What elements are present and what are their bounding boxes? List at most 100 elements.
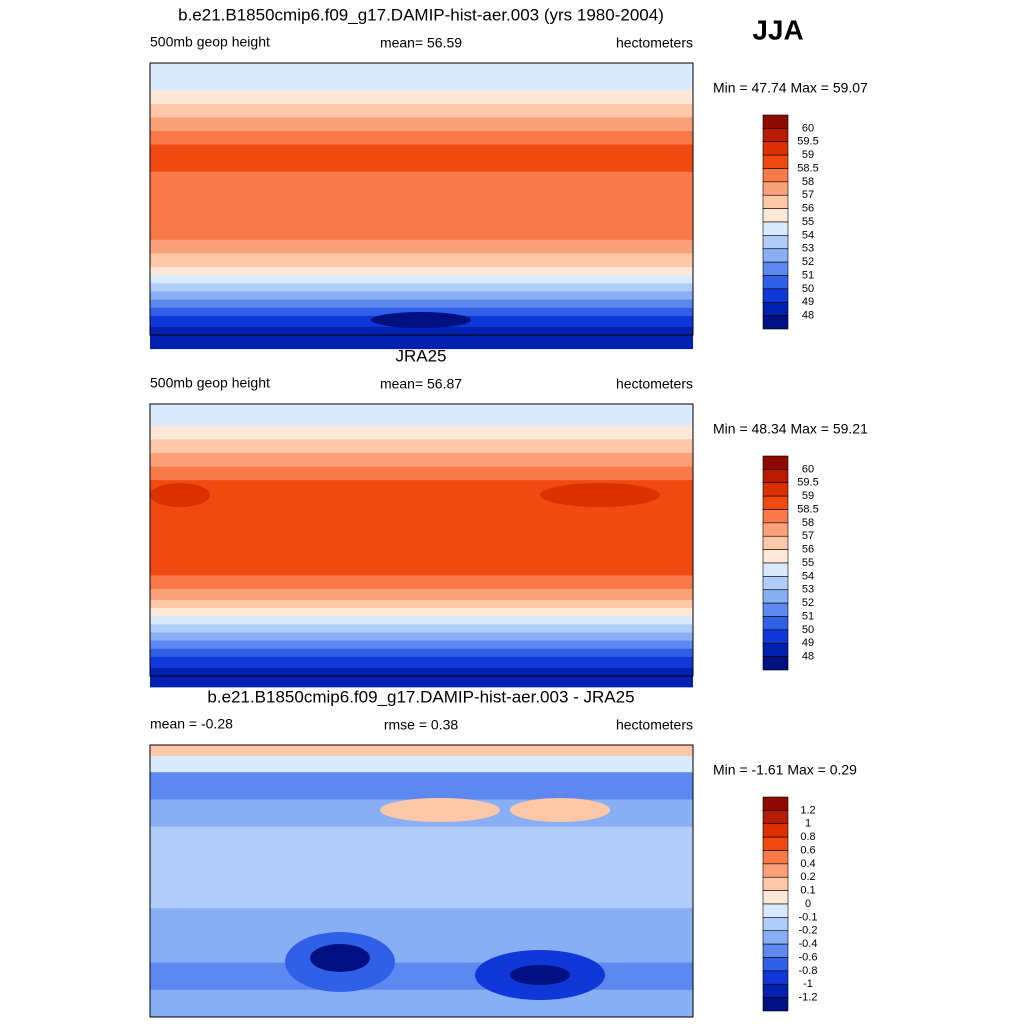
contour-band xyxy=(150,299,693,309)
contour-band xyxy=(150,117,693,132)
contour-band xyxy=(150,935,693,964)
colorbar-box xyxy=(762,983,789,998)
colorbar-box xyxy=(762,154,789,169)
center-label: rmse = 0.38 xyxy=(384,717,459,733)
contour-blob xyxy=(310,944,370,972)
min-max-label: Min = 47.74 Max = 59.07 xyxy=(713,80,868,96)
min-max-label: Min = -1.61 Max = 0.29 xyxy=(713,762,857,778)
contour-band xyxy=(150,171,693,214)
contour-band xyxy=(150,575,693,590)
colorbar-label: 59.5 xyxy=(797,136,818,148)
colorbar-label: 58.5 xyxy=(797,162,818,174)
contour-band xyxy=(150,616,693,625)
contour-band xyxy=(150,63,693,91)
contour-band xyxy=(150,624,693,633)
colorbar-box xyxy=(762,863,789,878)
colorbar-label: -1 xyxy=(803,978,813,990)
contour-band xyxy=(150,212,693,241)
min-max-label: Min = 48.34 Max = 59.21 xyxy=(713,421,868,437)
center-label: mean= 56.87 xyxy=(380,376,462,392)
colorbar-box xyxy=(762,482,789,497)
colorbar-box xyxy=(762,549,789,564)
map-frame xyxy=(149,403,694,677)
contour-blob xyxy=(510,965,570,985)
colorbar-label: 57 xyxy=(802,189,814,201)
map xyxy=(150,404,693,688)
colorbar-box xyxy=(762,288,789,303)
contour-band xyxy=(150,283,693,292)
colorbar-box xyxy=(762,509,789,524)
colorbar-label: 60 xyxy=(802,463,814,475)
colorbar-box xyxy=(762,495,789,510)
colorbar-box xyxy=(762,890,789,905)
colorbar-label: 55 xyxy=(802,557,814,569)
colorbar-label: -0.8 xyxy=(799,965,818,977)
colorbar-label: 1 xyxy=(805,818,811,830)
colorbar-box xyxy=(762,128,789,143)
colorbar-box xyxy=(762,656,789,671)
colorbar-label: 52 xyxy=(802,597,814,609)
colorbar-box xyxy=(762,248,789,263)
contour-band xyxy=(150,745,693,757)
colorbar-label: 54 xyxy=(802,229,814,241)
colorbar-label: 49 xyxy=(802,637,814,649)
contour-blob xyxy=(540,483,660,507)
colorbar-box xyxy=(762,181,789,196)
colorbar-label: 53 xyxy=(802,584,814,596)
contour-band xyxy=(150,144,693,173)
contour-band xyxy=(150,291,693,301)
left-label: mean = -0.28 xyxy=(150,716,233,732)
right-label: hectometers xyxy=(616,35,693,51)
colorbar-box xyxy=(762,970,789,985)
colorbar-box xyxy=(762,903,789,918)
colorbar-box xyxy=(762,141,789,156)
contour-band xyxy=(150,640,693,650)
colorbar-box xyxy=(762,823,789,838)
colorbar-label: 0.1 xyxy=(800,885,815,897)
colorbar-label: 48 xyxy=(802,310,814,322)
colorbar-label: 51 xyxy=(802,610,814,622)
colorbar-label: -0.6 xyxy=(799,951,818,963)
colorbar-label: -0.1 xyxy=(799,911,818,923)
colorbar-box xyxy=(762,917,789,932)
colorbar-box xyxy=(762,301,789,316)
contour-band xyxy=(150,466,693,481)
contour-band xyxy=(150,608,693,617)
colorbar-label: 54 xyxy=(802,570,814,582)
colorbar-label: 59.5 xyxy=(797,477,818,489)
panel-title: b.e21.B1850cmip6.f09_g17.DAMIP-hist-aer.… xyxy=(178,5,664,24)
colorbar-box xyxy=(762,629,789,644)
contour-band xyxy=(150,962,693,991)
colorbar-label: 58 xyxy=(802,517,814,529)
contour-band xyxy=(150,439,693,454)
colorbar-label: 0.8 xyxy=(800,831,815,843)
colorbar-box xyxy=(762,208,789,223)
colorbar-label: 0.6 xyxy=(800,844,815,856)
map xyxy=(150,745,693,1018)
contour-band xyxy=(150,772,693,800)
colorbar-box xyxy=(762,315,789,330)
panel-title: JRA25 xyxy=(395,346,446,365)
colorbar-box xyxy=(762,168,789,183)
contour-band xyxy=(150,632,693,642)
colorbar-box xyxy=(762,589,789,604)
contour-band xyxy=(150,267,693,276)
colorbar-box xyxy=(762,930,789,945)
colorbar-label: 53 xyxy=(802,243,814,255)
colorbar-label: 49 xyxy=(802,296,814,308)
colorbar-box xyxy=(762,957,789,972)
colorbar-label: 48 xyxy=(802,651,814,663)
contour-band xyxy=(150,989,693,1018)
colorbar-box xyxy=(762,616,789,631)
colorbar-box xyxy=(762,997,789,1012)
colorbar-box xyxy=(762,943,789,958)
colorbar-box xyxy=(762,810,789,825)
map-frame xyxy=(149,62,694,336)
contour-band xyxy=(150,404,693,427)
colorbar-label: 59 xyxy=(802,490,814,502)
colorbar-box xyxy=(762,535,789,550)
colorbar-label: 55 xyxy=(802,216,814,228)
colorbar-box xyxy=(762,455,789,470)
contour-band xyxy=(150,667,693,688)
